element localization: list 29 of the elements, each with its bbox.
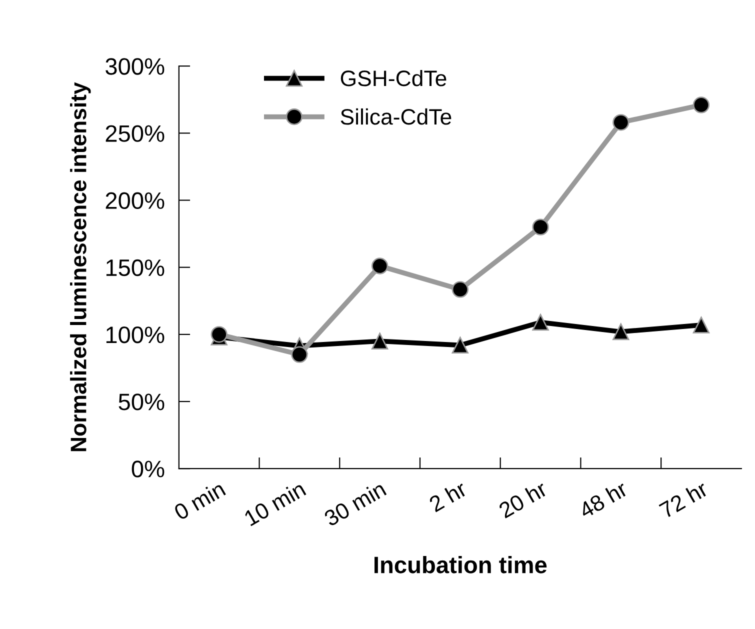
- point: [692, 96, 710, 114]
- x-tick-label: 0 min: [172, 480, 226, 521]
- point: [532, 314, 549, 331]
- y-tick-label: 100%: [106, 326, 164, 344]
- y-tick-label: 200%: [106, 192, 164, 210]
- point: [612, 323, 630, 340]
- x-tick-label: 20 hr: [498, 480, 548, 519]
- point: [452, 281, 469, 298]
- point: [291, 346, 308, 363]
- point: [371, 332, 388, 350]
- x-axis-title: Incubation time: [374, 556, 547, 574]
- x-tick-label: 48 hr: [577, 480, 629, 519]
- y-tick-label: 250%: [106, 125, 164, 142]
- y-axis-title: Normalized luminescence intensity: [70, 82, 91, 452]
- point: [692, 316, 710, 334]
- y-tick-label: 150%: [106, 259, 164, 276]
- y-tick-label: 50%: [118, 394, 164, 410]
- point: [452, 336, 469, 354]
- legend-label: GSH-CdTe: [340, 70, 446, 86]
- x-tick-label: 30 min: [322, 480, 387, 527]
- y-tick-label: 300%: [106, 58, 164, 75]
- x-tick-label: 72 hr: [658, 480, 709, 518]
- legend-label: Silica-CdTe: [340, 108, 452, 125]
- y-tick-label: 0%: [132, 460, 164, 478]
- point: [371, 258, 388, 274]
- point: [612, 114, 630, 131]
- point: [532, 218, 549, 236]
- x-tick-label: 10 min: [243, 480, 306, 526]
- x-tick-label: 2 hr: [428, 480, 468, 512]
